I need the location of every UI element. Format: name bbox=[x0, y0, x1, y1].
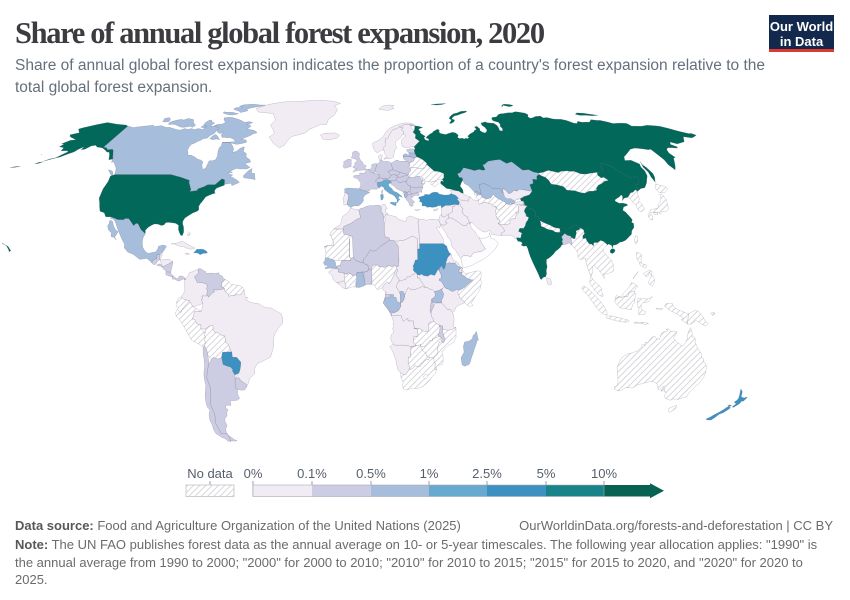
svg-text:0.1%: 0.1% bbox=[297, 466, 327, 481]
svg-text:5%: 5% bbox=[537, 466, 556, 481]
svg-text:No data: No data bbox=[187, 466, 233, 481]
svg-text:2.5%: 2.5% bbox=[472, 466, 502, 481]
svg-text:10%: 10% bbox=[591, 466, 617, 481]
svg-text:0%: 0% bbox=[244, 466, 263, 481]
svg-text:1%: 1% bbox=[420, 466, 439, 481]
svg-text:0.5%: 0.5% bbox=[356, 466, 386, 481]
